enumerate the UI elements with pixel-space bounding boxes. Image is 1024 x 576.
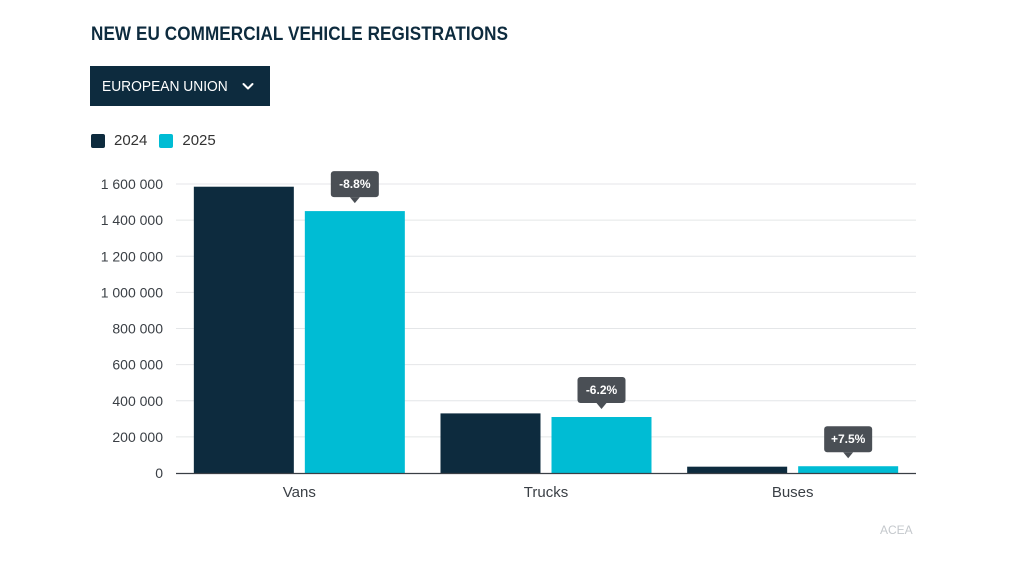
region-dropdown-label: EUROPEAN UNION <box>102 77 228 95</box>
y-tick-label: 1 000 000 <box>101 284 163 300</box>
legend-label-2025: 2025 <box>182 132 216 149</box>
bar-trucks-2025 <box>551 417 652 473</box>
x-category-label: Buses <box>772 484 814 501</box>
bar-vans-2025 <box>304 211 405 473</box>
y-tick-label: 0 <box>155 465 163 481</box>
bar-vans-2024 <box>193 186 294 473</box>
y-tick-label: 600 000 <box>112 357 163 373</box>
chevron-down-icon <box>242 83 254 90</box>
change-badge-text: +7.5% <box>831 432 866 446</box>
page-title: NEW EU COMMERCIAL VEHICLE REGISTRATIONS <box>91 24 509 45</box>
bar-trucks-2024 <box>440 413 541 473</box>
change-badge <box>330 171 379 198</box>
legend-item-2025[interactable]: 2025 <box>159 132 216 149</box>
legend-label-2024: 2024 <box>114 132 148 149</box>
change-badge-pointer <box>349 197 360 204</box>
y-tick-label: 200 000 <box>112 429 163 445</box>
change-badge <box>577 377 626 404</box>
region-dropdown[interactable]: EUROPEAN UNION <box>90 66 270 106</box>
y-tick-label: 1 400 000 <box>101 212 163 228</box>
y-tick-label: 800 000 <box>112 321 163 337</box>
bar-buses-2024 <box>687 466 788 473</box>
change-badge-pointer <box>596 403 607 410</box>
change-badge-text: -8.8% <box>339 177 371 191</box>
legend-swatch-2025 <box>159 133 174 148</box>
x-category-label: Trucks <box>524 484 568 501</box>
legend-swatch-2024 <box>91 133 105 148</box>
bar-buses-2025 <box>798 466 899 473</box>
change-badge <box>824 426 873 453</box>
y-tick-label: 1 600 000 <box>101 176 163 192</box>
change-badge-text: -6.2% <box>586 383 618 397</box>
legend: 2024 2025 <box>91 132 228 149</box>
change-badge-pointer <box>843 452 854 459</box>
source-credit: ACEA <box>880 523 913 537</box>
y-tick-label: 400 000 <box>112 393 163 409</box>
x-category-label: Vans <box>283 484 316 501</box>
legend-item-2024[interactable]: 2024 <box>91 132 147 149</box>
y-tick-label: 1 200 000 <box>101 248 163 264</box>
